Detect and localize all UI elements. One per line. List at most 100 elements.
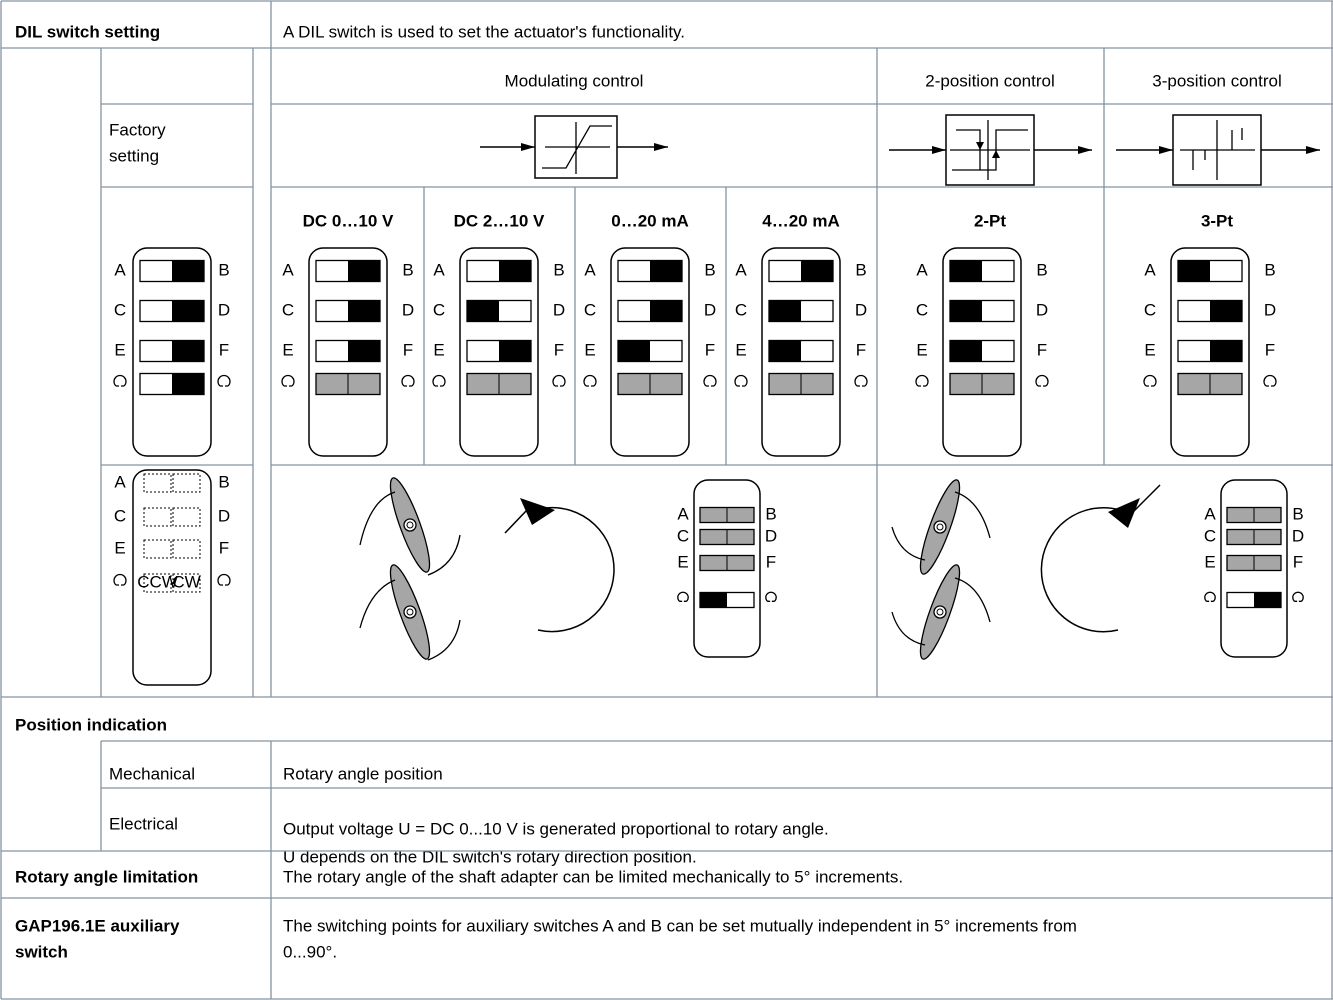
rotation-symbol [217,374,231,387]
motion-arrow [359,491,396,546]
switch-letter: F [705,340,715,359]
rotation-circle [537,506,615,633]
switch-letter: E [1204,552,1215,571]
switch-lever [801,260,833,282]
switch-letter: F [403,340,413,359]
rotation-symbol [432,374,446,387]
switch-slot [172,573,201,593]
switch-letter: D [218,300,230,319]
rotation-symbol [677,591,689,602]
damper-shaft [936,523,944,531]
switch-letter: D [704,300,716,319]
switch-letter: B [855,260,866,279]
switch-letter: F [766,552,776,571]
section-label: DIL switch setting [15,22,160,41]
arrow-head [932,146,946,154]
switch-lever [1178,260,1210,282]
switch-lever [769,300,801,322]
switch-letter: E [916,340,927,359]
switch-letter: D [765,526,777,545]
rotation-arrow [1108,498,1140,528]
damper-shaft [933,520,947,534]
motion-arrow [954,491,991,539]
switch-lever [700,592,727,608]
switch-letter: E [433,340,444,359]
switch-lever [950,300,982,322]
switch-lever [172,373,204,395]
switch-letter: B [765,504,776,523]
rotation-symbol [401,374,415,387]
damper-shaft [406,521,414,529]
switch-lever [650,260,682,282]
section-label: GAP196.1E auxiliary [15,916,180,935]
row-label: setting [109,146,159,165]
damper-shaft [933,605,947,619]
switch-letter: A [735,260,747,279]
rotation-symbol [765,591,777,602]
switch-letter: E [114,340,125,359]
section-label: switch [15,942,68,961]
curve-arrows [976,142,1000,158]
switch-lever [348,260,380,282]
switch-letter: D [1036,300,1048,319]
motion-arrow [359,579,396,629]
switch-letter: A [1204,504,1216,523]
switch-letter: E [1144,340,1155,359]
switch-letter: C [114,506,126,525]
switch-slot [143,507,172,527]
rotation-symbol [217,573,231,586]
section-label: Rotary angle limitation [15,867,198,886]
switch-letter: E [584,340,595,359]
rotation-symbol [915,374,929,387]
cell-text: The switching points for auxiliary switc… [283,916,1077,935]
rotation-symbol [854,374,868,387]
rotation-symbol [734,374,748,387]
damper-shaft [403,605,417,619]
motion-arrow [427,534,461,576]
switch-lever [1210,340,1242,362]
curve [542,122,612,174]
section-label: Position indication [15,715,167,734]
switch-letter: E [282,340,293,359]
damper-shaft [406,608,414,616]
switch-letter: A [677,504,689,523]
description: A DIL switch is used to set the actuator… [283,22,685,41]
switch-slot [172,539,201,559]
switch-slot [143,473,172,493]
arrow-head [521,143,535,151]
switch-letter: B [218,472,229,491]
switch-letter: B [218,260,229,279]
switch-letter: C [1204,526,1216,545]
switch-letter: B [1036,260,1047,279]
switch-letter: E [677,552,688,571]
damper-shaft [403,518,417,532]
arrow-head [1159,146,1173,154]
switch-letter: C [735,300,747,319]
damper-shaft [936,608,944,616]
rotation-symbol [1143,374,1157,387]
cell-text: 0...90°. [283,942,337,961]
column-header: 2-position control [925,71,1054,90]
switch-lever [1210,300,1242,322]
switch-letter: F [1265,340,1275,359]
rotation-circle [1040,507,1121,633]
arrow-head [1078,146,1092,154]
rotation-symbol [113,374,127,387]
switch-letter: C [1144,300,1156,319]
switch-letter: A [114,260,126,279]
rotation-symbol [703,374,717,387]
switch-letter: B [402,260,413,279]
switch-lever [172,340,204,362]
switch-letter: F [219,538,229,557]
switch-lever [950,340,982,362]
mode-heading: 3-Pt [1201,211,1233,230]
mode-heading: 4…20 mA [762,211,839,230]
mode-heading: DC 0…10 V [303,211,394,230]
switch-lever [348,300,380,322]
rotation-label: CCW [137,572,178,591]
switch-letter: D [855,300,867,319]
switch-letter: A [433,260,445,279]
tick [504,509,528,534]
